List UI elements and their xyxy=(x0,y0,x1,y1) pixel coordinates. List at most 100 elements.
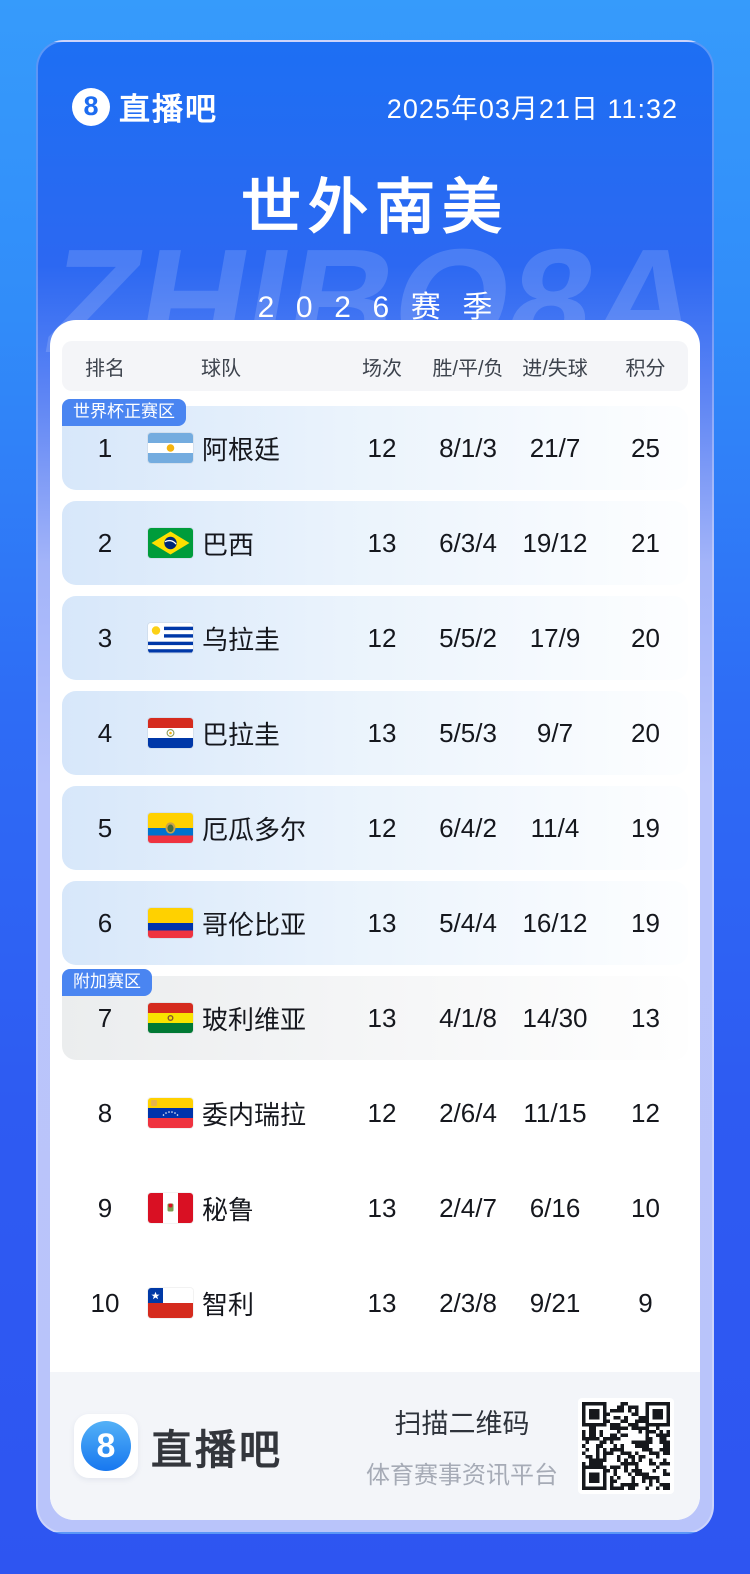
qr-code-icon xyxy=(578,1398,674,1494)
season-subtitle: 2026赛季 xyxy=(257,291,514,324)
win-draw-loss: 5/4/4 xyxy=(439,907,497,938)
table-row: 5 厄瓜多尔 12 6/4/2 11/4 19 xyxy=(62,786,688,870)
zhibo8-logo-icon: 8 xyxy=(72,87,110,126)
team-cell: 乌拉圭 xyxy=(148,620,339,657)
team-rank: 1 xyxy=(97,432,113,463)
goals-for-against: 11/15 xyxy=(523,1097,587,1128)
matches-played: 13 xyxy=(367,527,397,558)
brazil-flag-icon xyxy=(148,528,193,558)
table-header: 排名 球队 场次 胜/平/负 进/失球 积分 xyxy=(62,341,688,391)
team-name: 哥伦比亚 xyxy=(202,909,307,940)
top-bar: 8 直播吧 2025年03月21日 11:32 xyxy=(38,84,712,129)
matches-played: 12 xyxy=(367,1097,397,1128)
goals-for-against: 6/16 xyxy=(529,1192,581,1223)
matches-played: 13 xyxy=(367,907,397,938)
points: 13 xyxy=(631,1002,660,1033)
brand-name: 直播吧 xyxy=(119,92,218,127)
goals-for-against: 14/30 xyxy=(522,1002,588,1033)
uruguay-flag-icon xyxy=(148,623,193,653)
team-rank: 3 xyxy=(97,622,113,653)
team-cell: 哥伦比亚 xyxy=(148,905,339,942)
col-team: 球队 xyxy=(201,357,241,380)
team-cell: 巴拉圭 xyxy=(148,715,339,752)
team-rank: 2 xyxy=(97,527,113,558)
standings-card: 排名 球队 场次 胜/平/负 进/失球 积分 世界杯正赛区 1 阿根廷 12 8… xyxy=(50,320,700,1520)
win-draw-loss: 5/5/3 xyxy=(439,717,497,748)
team-name: 乌拉圭 xyxy=(202,624,281,655)
points: 10 xyxy=(631,1192,660,1223)
goals-for-against: 16/12 xyxy=(522,907,588,938)
col-points: 积分 xyxy=(625,357,666,380)
team-name: 玻利维亚 xyxy=(202,1004,307,1035)
footer-logo-tile: 8 xyxy=(74,1414,138,1478)
colombia-flag-icon xyxy=(148,908,193,938)
points: 25 xyxy=(631,432,660,463)
team-rank: 7 xyxy=(97,1002,113,1033)
team-name: 厄瓜多尔 xyxy=(202,814,307,845)
goals-for-against: 11/4 xyxy=(530,812,580,843)
col-rank: 排名 xyxy=(85,357,125,380)
scan-title: 扫描二维码 xyxy=(394,1409,530,1439)
win-draw-loss: 2/3/8 xyxy=(439,1287,497,1318)
points: 19 xyxy=(631,812,660,843)
win-draw-loss: 4/1/8 xyxy=(439,1002,497,1033)
points: 20 xyxy=(631,717,660,748)
team-name: 智利 xyxy=(202,1289,255,1320)
argentina-flag-icon xyxy=(148,433,193,463)
page-title: 世外南美 xyxy=(241,174,509,241)
team-cell: 厄瓜多尔 xyxy=(148,810,339,847)
team-name: 阿根廷 xyxy=(202,434,281,465)
team-rank: 4 xyxy=(97,717,113,748)
win-draw-loss: 8/1/3 xyxy=(439,432,497,463)
table-row: 世界杯正赛区 1 阿根廷 12 8/1/3 21/7 25 xyxy=(62,399,688,490)
goals-for-against: 9/7 xyxy=(536,717,574,748)
goals-for-against: 9/21 xyxy=(529,1287,581,1318)
footer-brand-logo: 8 直播吧 xyxy=(74,1414,283,1478)
standings-rows: 世界杯正赛区 1 阿根廷 12 8/1/3 21/7 25 2 xyxy=(62,399,688,1345)
win-draw-loss: 6/4/2 xyxy=(439,812,497,843)
chile-flag-icon xyxy=(148,1288,193,1318)
team-name: 巴拉圭 xyxy=(202,719,281,750)
table-row: 8 委内瑞拉 12 2/6/4 11/15 12 xyxy=(62,1071,688,1155)
zhibo8-logo-icon: 8 xyxy=(81,1421,131,1471)
matches-played: 13 xyxy=(367,1287,397,1318)
scan-section: 扫描二维码 体育赛事资讯平台 xyxy=(366,1398,674,1494)
scan-text: 扫描二维码 体育赛事资讯平台 xyxy=(366,1402,558,1490)
table-row: 2 巴西 13 6/3/4 19/12 21 xyxy=(62,501,688,585)
brand-logo: 8 直播吧 xyxy=(72,84,218,129)
points: 20 xyxy=(631,622,660,653)
team-cell: 玻利维亚 xyxy=(148,1000,339,1037)
points: 21 xyxy=(631,527,660,558)
team-rank: 5 xyxy=(97,812,113,843)
win-draw-loss: 5/5/2 xyxy=(439,622,497,653)
team-name: 秘鲁 xyxy=(202,1194,255,1225)
win-draw-loss: 6/3/4 xyxy=(439,527,497,558)
matches-played: 12 xyxy=(367,812,397,843)
peru-flag-icon xyxy=(148,1193,193,1223)
ecuador-flag-icon xyxy=(148,813,193,843)
table-row: 6 哥伦比亚 13 5/4/4 16/12 19 xyxy=(62,881,688,965)
win-draw-loss: 2/4/7 xyxy=(439,1192,497,1223)
table-row: 9 秘鲁 13 2/4/7 6/16 10 xyxy=(62,1166,688,1250)
matches-played: 13 xyxy=(367,1192,397,1223)
goals-for-against: 17/9 xyxy=(529,622,581,653)
points: 9 xyxy=(638,1287,653,1318)
points: 12 xyxy=(631,1097,660,1128)
col-goals: 进/失球 xyxy=(522,357,588,380)
matches-played: 13 xyxy=(367,1002,397,1033)
team-rank: 9 xyxy=(97,1192,113,1223)
goals-for-against: 21/7 xyxy=(529,432,581,463)
team-cell: 阿根廷 xyxy=(148,430,339,467)
team-cell: 秘鲁 xyxy=(148,1190,339,1227)
win-draw-loss: 2/6/4 xyxy=(439,1097,497,1128)
paraguay-flag-icon xyxy=(148,718,193,748)
zone-badge: 附加赛区 xyxy=(62,969,152,997)
matches-played: 13 xyxy=(367,717,397,748)
table-row: 4 巴拉圭 13 5/5/3 9/7 20 xyxy=(62,691,688,775)
team-cell: 智利 xyxy=(148,1285,339,1322)
team-cell: 巴西 xyxy=(148,525,339,562)
team-name: 委内瑞拉 xyxy=(202,1099,307,1130)
points: 19 xyxy=(631,907,660,938)
venezuela-flag-icon xyxy=(148,1098,193,1128)
poster-card: ZHIBO8A 8 直播吧 2025年03月21日 11:32 世外南美 202… xyxy=(36,40,714,1534)
